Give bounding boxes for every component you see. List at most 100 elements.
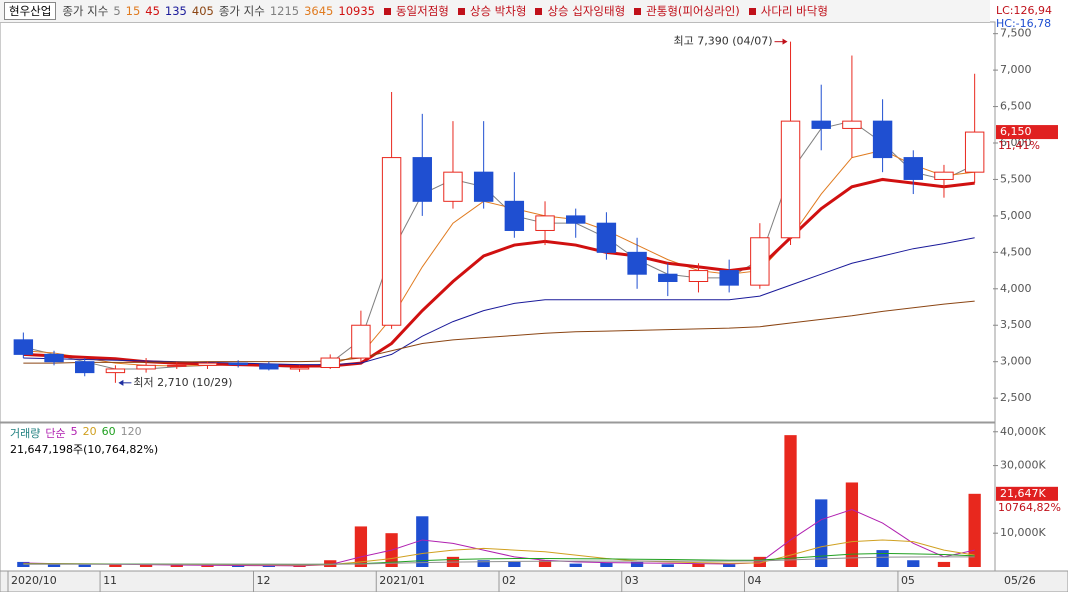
current-change: 11,41% xyxy=(998,139,1040,152)
y-tick-label: 30,000K xyxy=(1000,459,1046,472)
pattern-label: 동일저점형 xyxy=(395,4,449,18)
volume-legend-row: 거래량 단순 5 20 60 120 xyxy=(10,425,147,441)
x-axis-strip xyxy=(0,570,1068,592)
current-volume-box xyxy=(996,486,1058,501)
volume-ma-legend: 120 xyxy=(120,425,142,438)
volume-bar xyxy=(170,565,183,567)
annotation-arrowhead xyxy=(118,379,124,386)
volume-ma-line xyxy=(23,556,975,565)
candle-body xyxy=(13,339,34,355)
y-tick-label: 40,000K xyxy=(1000,425,1046,438)
volume-bar xyxy=(262,565,275,567)
y-tick-label: 6,500 xyxy=(1000,100,1032,113)
price-panel xyxy=(0,21,996,423)
y-tick-label: 7,000 xyxy=(1000,63,1032,76)
candle-body xyxy=(688,270,709,283)
x-tick-label: 02 xyxy=(502,574,516,587)
ma-legend: 5 xyxy=(113,4,121,18)
candle-body xyxy=(443,171,463,202)
candle-body xyxy=(811,120,831,129)
volume-bar xyxy=(538,560,552,567)
candle-body xyxy=(658,273,678,283)
volume-bar xyxy=(78,564,91,567)
lc-label: LC:126,94 xyxy=(996,4,1052,17)
candle-body xyxy=(780,120,801,239)
candle-body xyxy=(320,357,340,369)
candle-body xyxy=(473,171,494,202)
volume-bar xyxy=(508,561,521,567)
y-tick-label: 6,000 xyxy=(1000,136,1032,149)
candle-body xyxy=(535,215,555,231)
candle-body xyxy=(750,237,770,286)
volume-legend: 거래량 단순 5 20 60 120 21,647,198주(10,764,82%) xyxy=(10,425,163,457)
candle-body xyxy=(381,157,402,326)
pattern-icon xyxy=(535,7,543,15)
ma-legend: 10935 xyxy=(338,4,375,18)
volume-bar xyxy=(201,565,214,567)
candle-body xyxy=(75,361,95,374)
y-tick-label: 3,000 xyxy=(1000,355,1032,368)
volume-ma-label: 단순 xyxy=(45,427,66,440)
y-tick-label: 4,500 xyxy=(1000,245,1032,258)
volume-bar xyxy=(876,550,889,567)
annotation-arrowhead xyxy=(782,38,788,45)
current-volume-ratio: 10764,82% xyxy=(998,501,1061,514)
x-tick-label: 03 xyxy=(625,574,639,587)
y-tick-label: 3,500 xyxy=(1000,318,1032,331)
candle-body xyxy=(289,367,310,370)
volume-info: 21,647,198주(10,764,82%) xyxy=(10,443,159,456)
candle-body xyxy=(719,270,739,286)
volume-bar xyxy=(845,482,859,567)
ma-legend: 1215 xyxy=(269,4,300,18)
x-tick-label: 2020/10 xyxy=(11,574,57,587)
x-tick-label: 05 xyxy=(901,574,915,587)
volume-bar xyxy=(293,565,306,567)
volume-bar xyxy=(692,563,705,567)
ma-legend: 15 xyxy=(125,4,141,18)
ma-line xyxy=(23,300,975,364)
candle-body xyxy=(872,120,893,159)
candle-body xyxy=(105,368,126,374)
volume-ma-legend: 20 xyxy=(82,425,97,438)
volume-bar xyxy=(569,563,582,567)
ma-legend: 135 xyxy=(164,4,187,18)
candle-body xyxy=(44,353,64,363)
volume-bar xyxy=(723,564,736,567)
ma-line xyxy=(23,177,975,368)
volume-bar xyxy=(937,561,951,567)
pattern-label: 상승 박차형 xyxy=(469,4,527,18)
candle-body xyxy=(964,131,985,173)
volume-bar xyxy=(661,564,674,567)
volume-bar xyxy=(324,560,337,567)
volume-ma-legend: 60 xyxy=(101,425,116,438)
volume-bar xyxy=(139,564,153,567)
candle-body xyxy=(351,324,371,359)
candle-body xyxy=(504,200,525,231)
pattern-label: 관통형(피어싱라인) xyxy=(646,4,740,18)
volume-bar xyxy=(968,493,981,567)
x-tick-label: 2021/01 xyxy=(379,574,425,587)
volume-bar xyxy=(815,499,828,567)
hc-label: HC:-16,78 xyxy=(996,17,1051,30)
x-tick-label: 12 xyxy=(257,574,271,587)
ma-label: 종가 지수 xyxy=(218,4,265,18)
volume-bar xyxy=(753,556,766,567)
pattern-icon xyxy=(634,7,642,15)
volume-bar xyxy=(907,560,920,567)
candle-body xyxy=(566,215,586,224)
x-tick-label: 11 xyxy=(103,574,117,587)
y-tick-label: 10,000K xyxy=(1000,526,1046,539)
volume-bar xyxy=(109,563,122,567)
y-tick-label: 5,000 xyxy=(1000,209,1032,222)
volume-bar xyxy=(354,526,368,567)
volume-bar xyxy=(232,565,245,567)
indicator-bar: 현우산업 종가 지수 5 15 45 135 405 종가 지수 1215 3645 10935 동일… xyxy=(0,0,990,23)
candle-body xyxy=(136,364,156,370)
volume-bar xyxy=(630,561,644,567)
pattern-icon xyxy=(748,7,756,15)
volume-bar xyxy=(47,564,61,567)
stock-name: 현우산업 xyxy=(4,2,57,20)
candle-body xyxy=(903,157,923,180)
